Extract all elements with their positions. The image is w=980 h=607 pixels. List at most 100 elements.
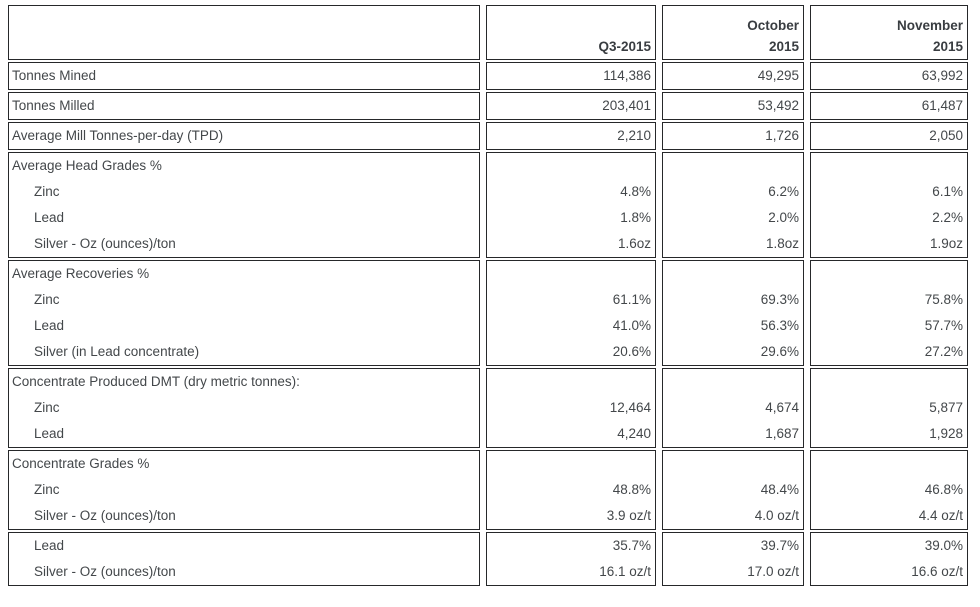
- row-label: Lead: [34, 210, 65, 225]
- cell-value: 61.1%: [612, 292, 651, 307]
- section-concentrate-produced: Concentrate Produced DMT (dry metric ton…: [8, 368, 968, 448]
- cell-value: [811, 261, 967, 287]
- cell-value: 4.0 oz/t: [754, 508, 799, 523]
- cell-value: 1,726: [765, 128, 799, 143]
- oct-value-cell: 1,726: [662, 122, 804, 150]
- cell-value: 27.2%: [924, 344, 963, 359]
- header-label-cell: [8, 5, 480, 60]
- column-header-text: 2015: [768, 39, 799, 54]
- section-average-mill-tpd: Average Mill Tonnes-per-day (TPD) 2,210 …: [8, 122, 968, 150]
- cell-value: 75.8%: [924, 292, 963, 307]
- cell-value: 41.0%: [612, 318, 651, 333]
- cell-value: 48.4%: [760, 482, 799, 497]
- cell-value: 63,992: [921, 68, 963, 83]
- cell-value: 4,674: [765, 400, 799, 415]
- q3-value-cell: 114,386: [486, 62, 656, 90]
- column-header-text: Q3-2015: [598, 39, 651, 54]
- cell-value: 12,464: [609, 400, 651, 415]
- label-cell: Concentrate Produced DMT (dry metric ton…: [8, 368, 480, 448]
- cell-value: 4.8%: [620, 184, 651, 199]
- cell-value: 1.9oz: [929, 236, 963, 251]
- nov-value-cell: 75.8% 57.7% 27.2%: [810, 260, 968, 366]
- cell-value: 5,877: [929, 400, 963, 415]
- q3-value-cell: 35.7% 16.1 oz/t: [486, 532, 656, 586]
- cell-value: [811, 153, 967, 179]
- cell-value: 203,401: [602, 98, 651, 113]
- cell-value: 2,050: [929, 128, 963, 143]
- row-label: Average Mill Tonnes-per-day (TPD): [12, 128, 224, 143]
- section-tonnes-mined: Tonnes Mined 114,386 49,295 63,992: [8, 62, 968, 90]
- column-header-text: 2015: [932, 39, 963, 54]
- row-label: Zinc: [34, 482, 60, 497]
- label-cell: Tonnes Milled: [8, 92, 480, 120]
- cell-value: 6.2%: [768, 184, 799, 199]
- label-cell: Lead Silver - Oz (ounces)/ton: [8, 532, 480, 586]
- cell-value: [487, 261, 655, 287]
- cell-value: [663, 451, 803, 477]
- section-concentrate-grades: Concentrate Grades % Zinc Silver - Oz (o…: [8, 450, 968, 530]
- q3-value-cell: 48.8% 3.9 oz/t: [486, 450, 656, 530]
- row-label: Lead: [34, 318, 65, 333]
- section-title: Average Recoveries %: [12, 266, 150, 281]
- row-label: Lead: [34, 538, 65, 553]
- label-cell: Average Recoveries % Zinc Lead Silver (i…: [8, 260, 480, 366]
- row-label: Zinc: [34, 292, 60, 307]
- cell-value: 20.6%: [612, 344, 651, 359]
- cell-value: 49,295: [757, 68, 799, 83]
- cell-value: [663, 153, 803, 179]
- cell-value: 29.6%: [760, 344, 799, 359]
- q3-value-cell: 2,210: [486, 122, 656, 150]
- label-cell: Average Head Grades % Zinc Lead Silver -…: [8, 152, 480, 258]
- cell-value: 39.7%: [760, 538, 799, 553]
- column-header-q3-2015: Q3-2015: [486, 5, 656, 60]
- label-cell: Tonnes Mined: [8, 62, 480, 90]
- cell-value: 2.0%: [768, 210, 799, 225]
- section-title: Concentrate Grades %: [12, 456, 150, 471]
- cell-value: 17.0 oz/t: [747, 564, 799, 579]
- production-results-table: Q3-2015 October 2015 November 2015 Tonne…: [8, 5, 968, 586]
- oct-value-cell: 4,674 1,687: [662, 368, 804, 448]
- cell-value: 2,210: [617, 128, 651, 143]
- nov-value-cell: 5,877 1,928: [810, 368, 968, 448]
- row-label: Silver - Oz (ounces)/ton: [34, 564, 176, 579]
- oct-value-cell: 39.7% 17.0 oz/t: [662, 532, 804, 586]
- q3-value-cell: 12,464 4,240: [486, 368, 656, 448]
- row-label: Silver - Oz (ounces)/ton: [34, 236, 176, 251]
- cell-value: 35.7%: [612, 538, 651, 553]
- cell-value: 46.8%: [924, 482, 963, 497]
- row-label: Lead: [34, 426, 65, 441]
- cell-value: 48.8%: [612, 482, 651, 497]
- cell-value: [487, 153, 655, 179]
- nov-value-cell: 61,487: [810, 92, 968, 120]
- cell-value: 1.8oz: [765, 236, 799, 251]
- section-concentrate-grades-lead: Lead Silver - Oz (ounces)/ton 35.7% 16.1…: [8, 532, 968, 586]
- cell-value: 114,386: [603, 68, 651, 83]
- column-header-text: November: [896, 18, 963, 33]
- row-label: Zinc: [34, 400, 60, 415]
- oct-value-cell: 49,295: [662, 62, 804, 90]
- cell-value: 16.1 oz/t: [599, 564, 651, 579]
- column-header-text: October: [747, 18, 799, 33]
- oct-value-cell: 6.2% 2.0% 1.8oz: [662, 152, 804, 258]
- label-cell: Concentrate Grades % Zinc Silver - Oz (o…: [8, 450, 480, 530]
- cell-value: [811, 369, 967, 395]
- cell-value: 39.0%: [924, 538, 963, 553]
- nov-value-cell: 63,992: [810, 62, 968, 90]
- oct-value-cell: 69.3% 56.3% 29.6%: [662, 260, 804, 366]
- cell-value: 1.8%: [620, 210, 651, 225]
- cell-value: 1,928: [929, 426, 963, 441]
- cell-value: 1.6oz: [617, 236, 651, 251]
- section-title: Concentrate Produced DMT (dry metric ton…: [12, 374, 300, 389]
- q3-value-cell: 4.8% 1.8% 1.6oz: [486, 152, 656, 258]
- section-average-recoveries: Average Recoveries % Zinc Lead Silver (i…: [8, 260, 968, 366]
- nov-value-cell: 39.0% 16.6 oz/t: [810, 532, 968, 586]
- q3-value-cell: 61.1% 41.0% 20.6%: [486, 260, 656, 366]
- row-label: Silver - Oz (ounces)/ton: [34, 508, 176, 523]
- cell-value: [487, 369, 655, 395]
- label-cell: Average Mill Tonnes-per-day (TPD): [8, 122, 480, 150]
- cell-value: 6.1%: [932, 184, 963, 199]
- nov-value-cell: 46.8% 4.4 oz/t: [810, 450, 968, 530]
- cell-value: 56.3%: [760, 318, 799, 333]
- cell-value: 1,687: [765, 426, 799, 441]
